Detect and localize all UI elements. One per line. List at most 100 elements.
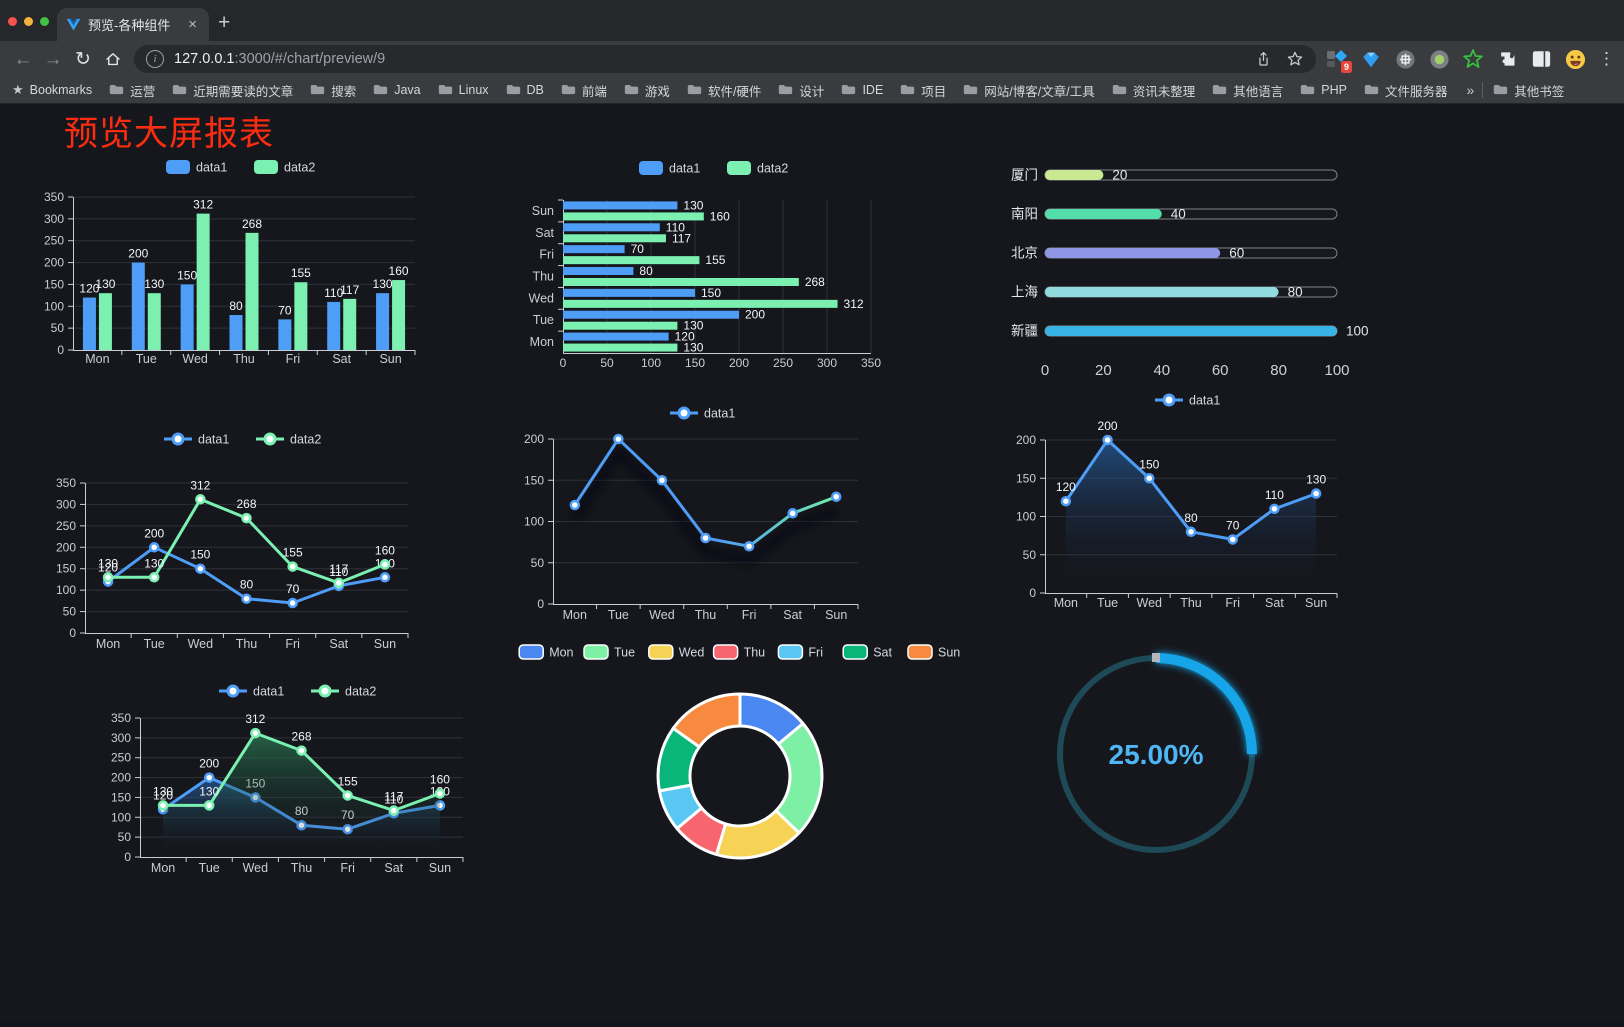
bookmark-folder[interactable]: 近期需要读的文章 <box>172 81 293 100</box>
back-button[interactable]: ← <box>13 48 33 70</box>
bookmark-folder[interactable]: 搜索 <box>310 81 356 100</box>
bookmark-folder[interactable]: IDE <box>841 83 883 97</box>
bookmark-folder[interactable]: Linux <box>438 83 489 97</box>
command-circle-extension-icon[interactable] <box>1394 48 1416 70</box>
bookmark-folder[interactable]: 其他语言 <box>1212 81 1283 100</box>
bookmark-folder[interactable]: 设计 <box>778 81 824 100</box>
legend-item-data1[interactable]: data1 <box>670 406 735 421</box>
legend-item-data1[interactable]: data1 <box>166 160 227 175</box>
svg-text:Sun: Sun <box>1305 596 1327 610</box>
svg-text:200: 200 <box>729 356 749 370</box>
svg-text:Fri: Fri <box>539 248 554 262</box>
bookmark-folder[interactable]: 网站/博客/文章/工具 <box>963 81 1095 100</box>
legend-item-Fri[interactable]: Fri <box>777 644 823 660</box>
toolbar: ← → ↻ i 127.0.0.1:3000/#/chart/preview/9 <box>0 41 1624 77</box>
folder-icon <box>964 85 978 95</box>
svg-text:117: 117 <box>329 562 348 576</box>
svg-text:Sun: Sun <box>379 352 401 366</box>
extensions-area: 9 <box>1326 48 1616 73</box>
svg-text:155: 155 <box>705 253 725 267</box>
bookmark-folder[interactable]: 项目 <box>900 81 946 100</box>
other-bookmarks-folder[interactable]: 其他书签 <box>1493 81 1564 100</box>
bookmark-folder[interactable]: 游戏 <box>624 81 670 100</box>
bookmark-this-page-button[interactable] <box>1286 50 1304 68</box>
svg-text:60: 60 <box>1229 246 1244 261</box>
bookmark-folder[interactable]: 文件服务器 <box>1364 81 1447 100</box>
legend-item-data2[interactable]: data2 <box>311 684 376 699</box>
legend-item-Mon[interactable]: Mon <box>518 644 574 660</box>
legend-item-data2[interactable]: data2 <box>727 161 788 176</box>
extensions-puzzle-button[interactable] <box>1496 48 1518 70</box>
donut-slice-Sun[interactable] <box>671 692 742 749</box>
legend-item-data1[interactable]: data1 <box>1155 393 1220 408</box>
sidebar-icon <box>1532 51 1550 67</box>
url-bar[interactable]: i 127.0.0.1:3000/#/chart/preview/9 <box>134 45 1316 73</box>
svg-text:110: 110 <box>666 220 685 234</box>
side-panel-button[interactable] <box>1530 48 1552 70</box>
svg-text:200: 200 <box>128 247 148 261</box>
svg-text:Thu: Thu <box>233 352 255 366</box>
green-star-extension-icon[interactable] <box>1462 48 1484 70</box>
svg-text:Wed: Wed <box>182 352 208 366</box>
svg-text:Wed: Wed <box>188 637 214 651</box>
tab-close-icon[interactable]: × <box>188 16 197 33</box>
emoji-extension-icon[interactable] <box>1564 48 1586 70</box>
bookmark-folder[interactable]: Java <box>373 83 421 97</box>
home-button[interactable] <box>98 51 128 68</box>
bookmark-folder[interactable]: 前端 <box>561 81 607 100</box>
svg-text:data1: data1 <box>1189 394 1220 408</box>
gem-extension-icon[interactable] <box>1360 48 1382 70</box>
svg-text:300: 300 <box>111 731 131 745</box>
legend-item-data1[interactable]: data1 <box>639 161 700 176</box>
legend-item-data1[interactable]: data1 <box>164 432 229 447</box>
svg-text:160: 160 <box>430 772 450 786</box>
svg-text:120: 120 <box>153 788 173 802</box>
legend-item-data1[interactable]: data1 <box>219 684 284 699</box>
share-button[interactable] <box>1255 50 1272 68</box>
new-tab-button[interactable]: + <box>218 11 231 34</box>
svg-text:Tue: Tue <box>199 861 220 875</box>
legend-item-Tue[interactable]: Tue <box>583 644 635 660</box>
bookmark-folder[interactable]: 软件/硬件 <box>687 81 761 100</box>
bookmark-folder[interactable]: PHP <box>1300 83 1347 97</box>
svg-text:data1: data1 <box>198 433 229 447</box>
browser-tab[interactable]: 预览-各种组件 × <box>57 8 209 41</box>
bookmark-folder[interactable]: DB <box>506 83 544 97</box>
svg-text:120: 120 <box>1056 480 1076 494</box>
extension-badge: 9 <box>1340 61 1352 73</box>
legend-item-Thu[interactable]: Thu <box>712 644 766 660</box>
bookmark-folder[interactable]: 资讯未整理 <box>1112 81 1195 100</box>
svg-text:Wed: Wed <box>1137 596 1163 610</box>
svg-text:130: 130 <box>373 277 393 291</box>
svg-text:200: 200 <box>1016 433 1036 447</box>
recorder-circle-extension-icon[interactable] <box>1428 48 1450 70</box>
legend-item-Wed[interactable]: Wed <box>648 644 705 660</box>
svg-text:南阳: 南阳 <box>1011 207 1038 222</box>
svg-text:150: 150 <box>56 562 76 576</box>
svg-text:25.00%: 25.00% <box>1109 739 1204 770</box>
legend-item-data2[interactable]: data2 <box>254 160 315 175</box>
close-window-button[interactable] <box>8 17 17 26</box>
bookmark-folder[interactable]: 运营 <box>109 81 155 100</box>
legend-item-Sun[interactable]: Sun <box>907 644 960 660</box>
svg-text:150: 150 <box>44 277 64 291</box>
forward-button[interactable]: → <box>43 48 63 70</box>
zoom-window-button[interactable] <box>40 17 49 26</box>
legend-item-data2[interactable]: data2 <box>256 432 321 447</box>
folder-icon <box>842 85 856 95</box>
svg-text:80: 80 <box>1288 285 1303 300</box>
svg-text:Sun: Sun <box>429 861 451 875</box>
browser-menu-button[interactable]: ⋮ <box>1598 49 1615 68</box>
svg-text:200: 200 <box>199 757 219 771</box>
titlebar: 预览-各种组件 × + <box>0 0 1624 41</box>
svg-text:50: 50 <box>51 321 65 335</box>
site-info-icon[interactable]: i <box>146 50 164 68</box>
bookmarks-overflow-chevron[interactable]: » <box>1466 82 1475 98</box>
minimize-window-button[interactable] <box>24 17 33 26</box>
legend-item-Sat[interactable]: Sat <box>842 644 892 660</box>
bookmarks-manager[interactable]: ★ Bookmarks <box>12 82 92 98</box>
reload-button[interactable]: ↻ <box>75 48 91 70</box>
svg-text:Thu: Thu <box>1180 596 1202 610</box>
vue-devtools-extension-icon[interactable]: 9 <box>1326 48 1352 73</box>
